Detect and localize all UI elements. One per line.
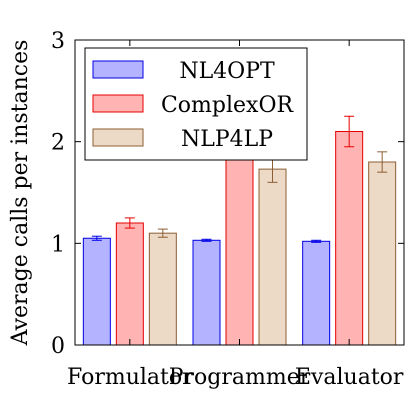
y-tick-label: 1 — [51, 232, 65, 257]
bar — [192, 239, 221, 346]
x-tick-label: Formulator — [67, 365, 193, 390]
legend-label: ComplexOR — [161, 93, 295, 118]
bar — [148, 232, 177, 346]
x-tick-label: Evaluator — [295, 365, 404, 390]
legend-swatch — [92, 128, 144, 147]
y-axis-title: Average calls per instances — [8, 40, 33, 347]
y-tick-label: 3 — [51, 29, 65, 54]
y-tick-label: 0 — [51, 334, 65, 359]
bar — [368, 161, 397, 346]
y-tick-label: 2 — [51, 131, 65, 156]
bar — [335, 131, 364, 346]
x-tick-label: Programmer — [169, 365, 311, 390]
bar — [225, 141, 254, 346]
bar — [302, 240, 331, 346]
bar — [258, 168, 287, 346]
legend-label: NLP4LP — [181, 127, 273, 152]
legend-swatch — [92, 94, 144, 113]
bar — [82, 237, 111, 346]
bar — [115, 222, 144, 346]
legend: NL4OPT ComplexOR NLP4LP — [84, 47, 308, 161]
legend-label: NL4OPT — [179, 59, 275, 84]
bars-layer — [82, 115, 397, 346]
ticks-layer — [75, 39, 404, 346]
legend-swatch — [92, 60, 144, 79]
